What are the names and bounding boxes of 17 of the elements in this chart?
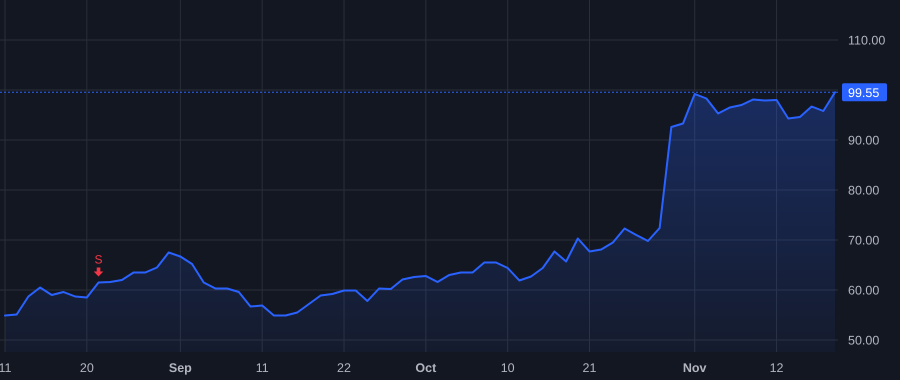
y-tick-label: 110.00	[848, 34, 886, 48]
y-tick-label: 60.00	[848, 284, 880, 298]
y-tick-label: 80.00	[848, 184, 880, 198]
y-tick-label: 50.00	[848, 334, 880, 348]
ref-line-label: 99.55	[848, 86, 880, 100]
y-tick-label: 90.00	[848, 134, 880, 148]
x-tick-label: 11	[256, 361, 269, 375]
x-tick-label: 22	[337, 361, 352, 375]
x-tick-label: 20	[80, 361, 94, 375]
annotation: S	[94, 252, 103, 266]
y-tick-label: 70.00	[848, 234, 880, 248]
x-tick-label: 12	[770, 361, 784, 375]
x-tick-label: 21	[582, 361, 597, 375]
x-tick-label: Oct	[415, 361, 438, 375]
x-tick-label: Nov	[682, 361, 707, 375]
x-tick-label: 10	[500, 361, 515, 375]
x-tick-label: Sep	[168, 361, 192, 375]
